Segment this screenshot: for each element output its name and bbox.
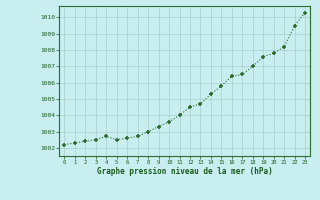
X-axis label: Graphe pression niveau de la mer (hPa): Graphe pression niveau de la mer (hPa) [97, 167, 273, 176]
